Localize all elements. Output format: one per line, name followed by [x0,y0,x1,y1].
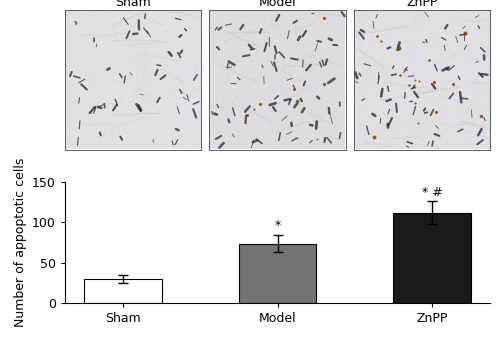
Bar [84,279,162,303]
Title: Model: Model [258,0,296,9]
Bar [394,213,470,303]
Y-axis label: Number of appoptotic cells: Number of appoptotic cells [14,158,26,327]
Text: * #: * # [422,186,442,199]
Title: Sham: Sham [115,0,151,9]
Bar [239,244,316,303]
Text: *: * [274,219,280,232]
Title: ZnPP: ZnPP [406,0,438,9]
